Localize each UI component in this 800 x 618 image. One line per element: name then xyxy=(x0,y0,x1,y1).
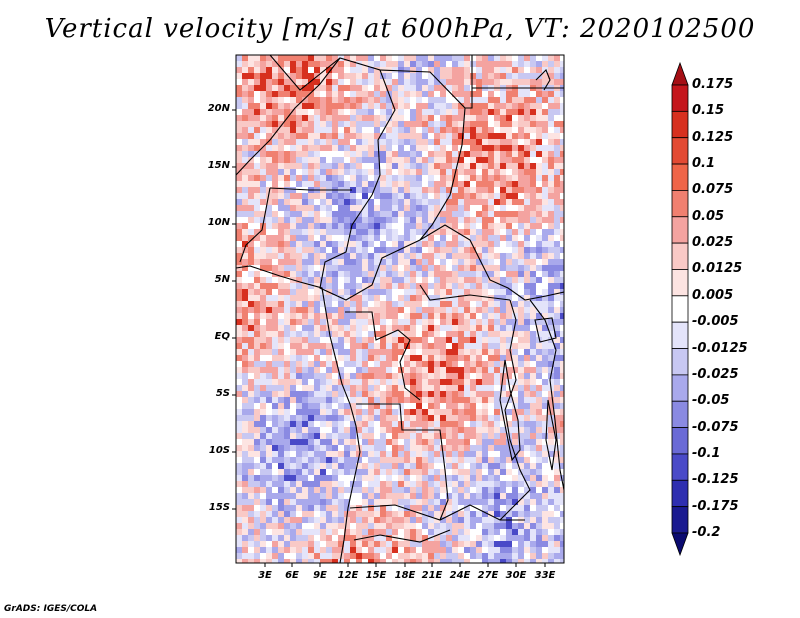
map-title: Vertical velocity [m/s] at 600hPa, VT: 2… xyxy=(44,14,756,44)
lon-tick-label: 18E xyxy=(394,570,416,581)
lon-tick-label: 12E xyxy=(337,570,359,581)
colorbar-label: 0.1 xyxy=(692,156,716,172)
border xyxy=(349,504,525,521)
colorbar-bin xyxy=(671,137,689,165)
colorbar-label: 0.125 xyxy=(692,129,734,145)
lat-tick-label: EQ xyxy=(214,331,230,342)
border xyxy=(465,55,473,109)
border xyxy=(319,194,564,301)
colorbar-label: -0.1 xyxy=(692,445,721,461)
border xyxy=(239,187,271,263)
lat-tick-label: 15N xyxy=(207,160,230,171)
lon-tick-label: 27E xyxy=(477,570,499,581)
lon-tick-label: 3E xyxy=(258,570,272,581)
border xyxy=(345,311,421,401)
colorbar-bin xyxy=(671,348,689,376)
colorbar-label: -0.0125 xyxy=(692,340,748,356)
lake xyxy=(499,359,521,462)
lat-tick-label: 10S xyxy=(208,445,230,456)
lat-tick-label: 5N xyxy=(214,274,230,285)
colorbar-label: -0.175 xyxy=(692,498,739,514)
border xyxy=(499,299,531,521)
border xyxy=(529,299,564,491)
credit-text: GrADS: IGES/COLA xyxy=(4,604,98,614)
lat-tick-label: 15S xyxy=(208,502,230,513)
colorbar-bin xyxy=(671,242,689,270)
colorbar-bin xyxy=(671,216,689,244)
colorbar-bin xyxy=(671,190,689,218)
colorbar-label: 0.15 xyxy=(692,103,725,119)
colorbar-label: 0.005 xyxy=(692,287,734,303)
border xyxy=(236,57,341,176)
border xyxy=(356,403,449,521)
lon-tick-label: 24E xyxy=(449,570,471,581)
velocity-field xyxy=(236,55,564,563)
map-frame xyxy=(235,54,565,564)
colorbar-bin xyxy=(671,84,689,112)
lake xyxy=(545,399,557,471)
coastline xyxy=(236,265,361,563)
lon-tick-label: 9E xyxy=(313,570,327,581)
colorbar-label: -0.05 xyxy=(692,393,730,409)
lon-tick-label: 30E xyxy=(505,570,527,581)
colorbar-bottom-arrow xyxy=(671,532,689,557)
border xyxy=(269,55,396,196)
border xyxy=(535,69,551,91)
colorbar-bin xyxy=(671,110,689,139)
lon-tick-label: 21E xyxy=(421,570,443,581)
lake xyxy=(534,317,557,343)
colorbar-label: 0.025 xyxy=(692,235,734,251)
colorbar-bin xyxy=(671,400,689,428)
lon-tick-label: 6E xyxy=(285,570,299,581)
colorbar-bin xyxy=(671,269,689,297)
border xyxy=(269,187,352,191)
lat-tick-label: 10N xyxy=(207,217,230,228)
lon-tick-label: 15E xyxy=(365,570,387,581)
colorbar-label: -0.005 xyxy=(692,314,739,330)
colorbar-bin xyxy=(671,506,689,534)
colorbar-bin xyxy=(671,295,689,323)
country-borders xyxy=(236,55,564,563)
colorbar-label: -0.2 xyxy=(692,525,721,540)
colorbar-label: 0.0125 xyxy=(692,261,743,277)
colorbar-label: -0.075 xyxy=(692,419,739,435)
border xyxy=(379,69,466,241)
colorbar-bin xyxy=(671,479,689,508)
border xyxy=(353,529,451,543)
colorbar-bin xyxy=(671,374,689,402)
colorbar-label: 0.075 xyxy=(692,182,734,198)
colorbar-bin xyxy=(671,163,689,191)
colorbar-label: -0.025 xyxy=(692,366,739,382)
lat-tick-label: 20N xyxy=(207,103,230,114)
colorbar-label: 0.175 xyxy=(692,77,734,92)
colorbar-bin xyxy=(671,453,689,481)
colorbar xyxy=(671,61,689,557)
colorbar-label: 0.05 xyxy=(692,208,725,224)
colorbar-bin xyxy=(671,427,689,455)
lat-tick-label: 5S xyxy=(215,388,230,399)
colorbar-bin xyxy=(671,321,689,349)
lon-tick-label: 33E xyxy=(534,570,556,581)
colorbar-label: -0.125 xyxy=(692,472,739,488)
border xyxy=(419,284,511,301)
colorbar-top-arrow xyxy=(671,61,689,86)
